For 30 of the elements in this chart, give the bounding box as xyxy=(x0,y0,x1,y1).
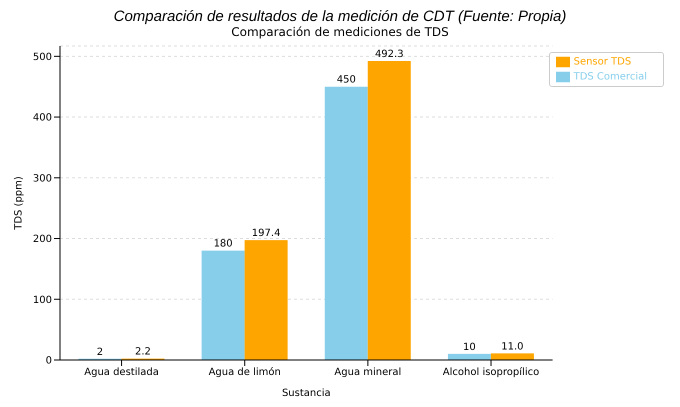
x-axis-title: Sustancia xyxy=(282,388,331,399)
data-label: 2 xyxy=(96,346,104,358)
y-tick-label: 100 xyxy=(32,294,52,306)
y-tick-label: 500 xyxy=(32,52,52,63)
x-tick-label: Agua de limón xyxy=(208,367,281,378)
y-tick-label: 400 xyxy=(32,112,52,124)
bar xyxy=(368,61,411,360)
bar xyxy=(202,250,245,360)
data-label: 450 xyxy=(336,74,356,86)
x-tick-label: Agua mineral xyxy=(334,367,402,378)
bar xyxy=(490,353,534,360)
x-tick-label: Agua destilada xyxy=(84,367,159,378)
data-label: 2.2 xyxy=(135,346,151,358)
data-label: 180 xyxy=(214,238,233,250)
data-label: 11.0 xyxy=(501,341,524,352)
y-tick-label: 200 xyxy=(32,234,52,246)
y-tick-label: 0 xyxy=(46,356,52,367)
data-label: 492.3 xyxy=(374,49,404,60)
chart-title: Comparación de mediciones de TDS xyxy=(230,25,450,40)
y-axis-title: TDS (ppm) xyxy=(14,176,25,231)
bar xyxy=(448,354,491,360)
x-tick-label: Alcohol isopropílico xyxy=(442,367,540,378)
bar xyxy=(244,240,288,360)
bar xyxy=(324,86,368,360)
data-label: 10 xyxy=(463,342,476,353)
legend-label: Sensor TDS xyxy=(574,56,632,68)
text: Comparación de resultados de la medición de CDT (Fuente: Propia) xyxy=(112,8,568,25)
y-tick-label: 300 xyxy=(32,173,52,184)
data-label: 197.4 xyxy=(252,228,280,240)
legend-label: TDS Comercial xyxy=(574,71,647,82)
